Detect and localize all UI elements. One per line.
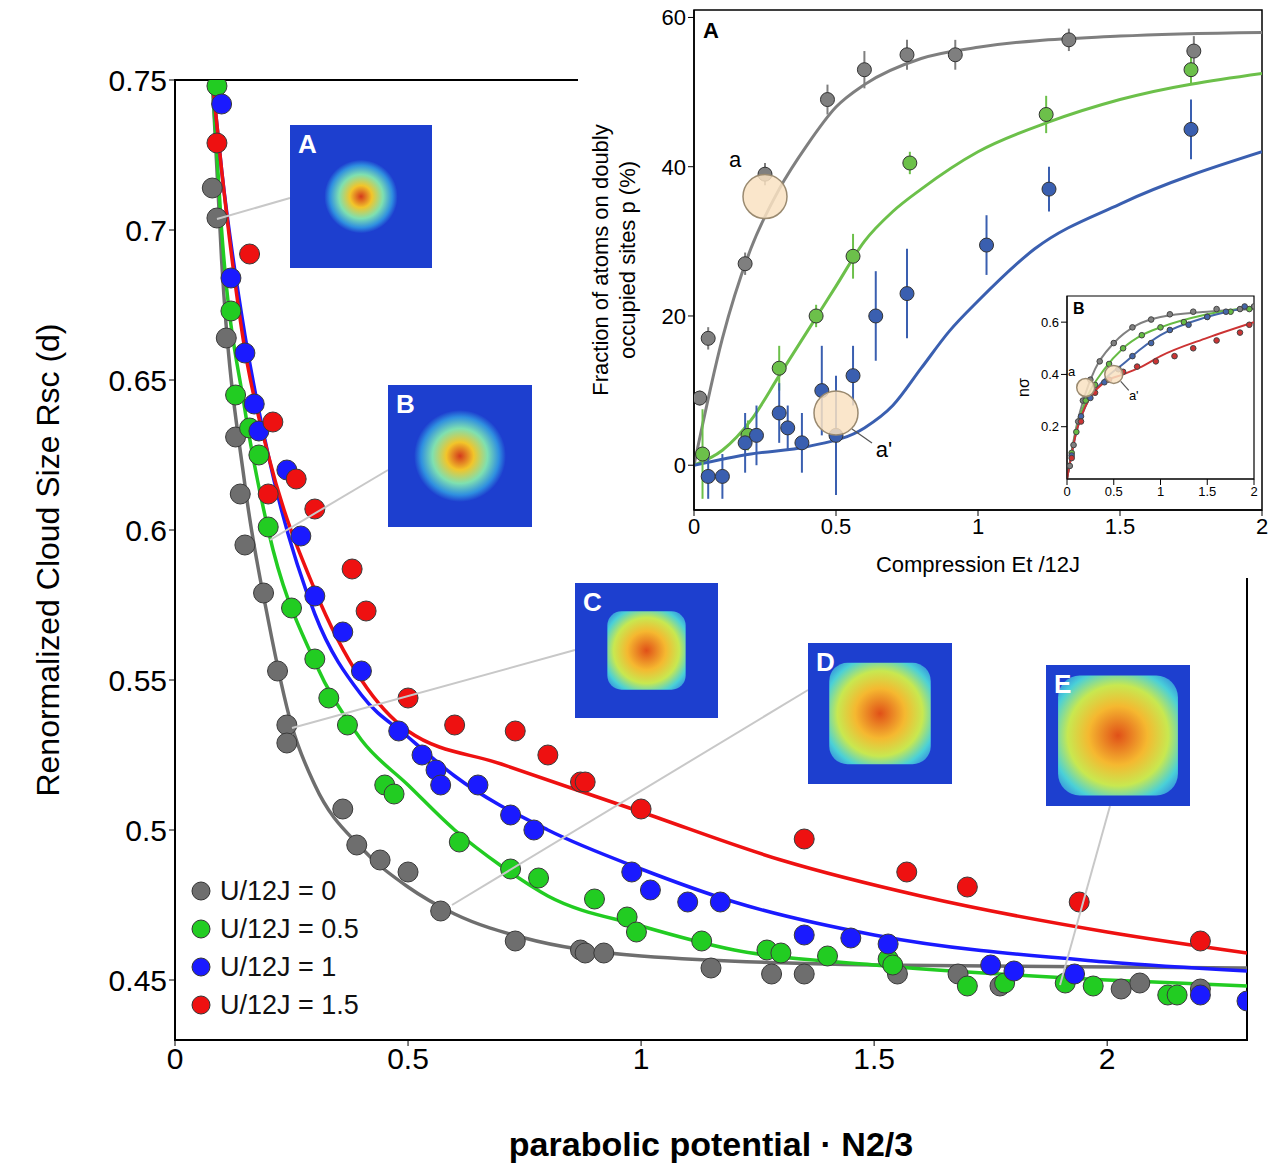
svg-text:0.5: 0.5 [1105,484,1123,499]
svg-text:0: 0 [674,453,686,478]
svg-text:nσ: nσ [1015,378,1032,397]
svg-text:0.6: 0.6 [125,514,167,547]
svg-text:Renormalized Cloud Size Rsc (d: Renormalized Cloud Size Rsc (d) [30,323,66,796]
svg-text:D: D [816,647,835,677]
svg-text:B: B [1073,300,1085,317]
svg-text:0.45: 0.45 [109,964,167,997]
svg-text:0.4: 0.4 [1041,367,1059,382]
svg-text:0.6: 0.6 [1041,315,1059,330]
html-text:U/12J = 0.5: U/12J = 0.5 [220,913,359,944]
svg-text:0: 0 [688,514,700,539]
svg-text:Fraction of atoms on doubly: Fraction of atoms on doubly [588,124,613,395]
svg-text:A: A [703,18,719,43]
svg-text:1.5: 1.5 [853,1042,895,1075]
svg-text:2: 2 [1256,514,1268,539]
svg-text:C: C [583,587,602,617]
svg-text:a': a' [876,437,892,462]
svg-text:0: 0 [1063,484,1070,499]
svg-text:2: 2 [1099,1042,1116,1075]
svg-text:E: E [1054,669,1071,699]
svg-text:0.55: 0.55 [109,664,167,697]
svg-text:1: 1 [1157,484,1164,499]
svg-text:1.5: 1.5 [1105,514,1136,539]
svg-text:2: 2 [1250,484,1257,499]
svg-text:parabolic potential · N2/3: parabolic potential · N2/3 [509,1125,913,1163]
svg-text:Compression Et /12J: Compression Et /12J [876,552,1080,577]
html-text:U/12J = 1: U/12J = 1 [220,951,337,982]
svg-text:a: a [729,147,742,172]
svg-text:0.5: 0.5 [821,514,852,539]
html-text:U/12J = 0: U/12J = 0 [220,875,337,906]
svg-text:1: 1 [633,1042,650,1075]
svg-text:0: 0 [167,1042,184,1075]
html-text:U/12J = 1.5: U/12J = 1.5 [220,989,359,1020]
svg-text:0.5: 0.5 [387,1042,429,1075]
svg-text:B: B [396,389,415,419]
svg-text:20: 20 [662,304,686,329]
svg-text:0.7: 0.7 [125,214,167,247]
svg-text:40: 40 [662,155,686,180]
svg-text:A: A [298,129,317,159]
svg-text:1.5: 1.5 [1198,484,1216,499]
svg-text:60: 60 [662,5,686,30]
svg-text:1: 1 [972,514,984,539]
svg-text:0.2: 0.2 [1041,419,1059,434]
svg-text:a: a [1068,364,1076,379]
svg-text:0.65: 0.65 [109,364,167,397]
svg-text:occupied sites p (%): occupied sites p (%) [615,161,640,359]
svg-text:0.75: 0.75 [109,64,167,97]
svg-text:0.5: 0.5 [125,814,167,847]
svg-text:a': a' [1129,388,1139,403]
